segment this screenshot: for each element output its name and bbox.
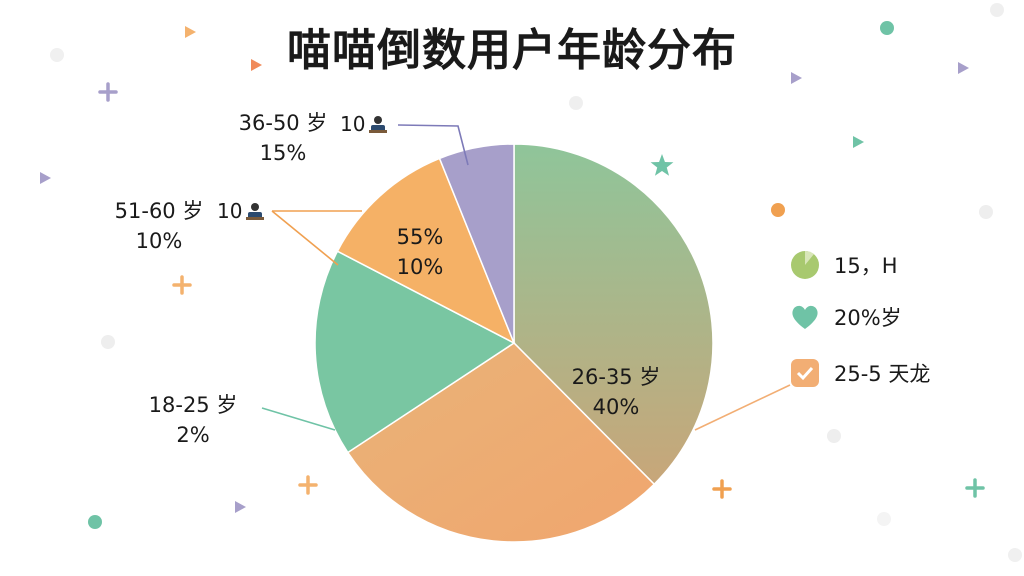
legend-item-1: 15，H [790,250,898,280]
legend-item-3: 25-5 天龙 [790,358,930,388]
legend-item-2: 20%岁 [790,302,902,332]
confetti-triangle [235,501,246,513]
inner-label-26-35-range: 26-35 岁 [571,365,661,389]
tag-51-60: 10 [217,199,265,223]
confetti-triangle [791,72,802,84]
confetti-dot [877,512,891,526]
confetti-dot [771,203,785,217]
outer-label-51-60: 51-60 岁 10% [104,196,214,256]
confetti-plus [172,275,192,295]
confetti-dot [979,205,993,219]
inner-label-line1: 55% [396,225,444,249]
person-icon [369,116,388,133]
pie-slice [513,143,714,486]
legend-label-2: 20%岁 [834,306,902,330]
legend-label-1: 15，H [834,254,898,278]
confetti-triangle [251,59,262,71]
legend-label-3: 25-5 天龙 [834,362,931,386]
pie-slice [336,157,516,345]
confetti-triangle [853,136,864,148]
outer-label-36-50-percent: 15% [259,141,307,165]
confetti-plus [98,82,118,102]
outer-label-51-60-range: 51-60 岁 [114,199,204,223]
tag-51-60-text: 10 [217,199,243,223]
outer-label-18-25-range: 18-25 岁 [148,393,238,417]
leader-line-51-60b [271,210,339,266]
pie-slice [438,143,515,344]
pie-icon [791,250,819,279]
pie-slice [314,250,516,454]
confetti-dot [990,3,1004,17]
tag-36-50: 10 [340,112,388,136]
pie-slice [346,342,656,543]
confetti-dot [569,96,583,110]
leader-line-26-35 [694,384,791,431]
confetti-triangle [40,172,51,184]
confetti-dot [101,335,115,349]
tag-36-50-text: 10 [340,112,366,136]
confetti-dot [1008,548,1022,562]
confetti-dot [880,21,894,35]
confetti-dot [88,515,102,529]
inner-label-orange: 55% 10% [370,222,470,282]
outer-label-36-50-range: 36-50 岁 [238,111,328,135]
confetti-triangle [958,62,969,74]
person-icon [246,203,265,220]
inner-label-line2: 10% [396,255,444,279]
inner-label-26-35: 26-35 岁 40% [556,362,676,422]
outer-label-51-60-percent: 10% [135,229,183,253]
confetti-star [650,154,674,176]
leader-line-18-25 [261,407,336,431]
confetti-plus [298,475,318,495]
check-icon [791,359,819,387]
leader-lines [261,124,791,431]
confetti-plus [712,479,732,499]
confetti-plus [965,478,985,498]
outer-label-18-25: 18-25 岁 2% [138,390,248,450]
heart-icon [792,305,818,329]
chart-title: 喵喵倒数用户年龄分布 [287,25,737,76]
confetti-triangle [185,26,196,38]
confetti-dot [827,429,841,443]
background-confetti [40,3,1022,562]
pie-slices [314,143,714,543]
outer-label-36-50: 36-50 岁 15% [228,108,338,168]
leader-line-36-50 [397,124,469,166]
outer-label-18-25-percent: 2% [176,423,210,447]
inner-label-26-35-percent: 40% [592,395,640,419]
confetti-dot [50,48,64,62]
